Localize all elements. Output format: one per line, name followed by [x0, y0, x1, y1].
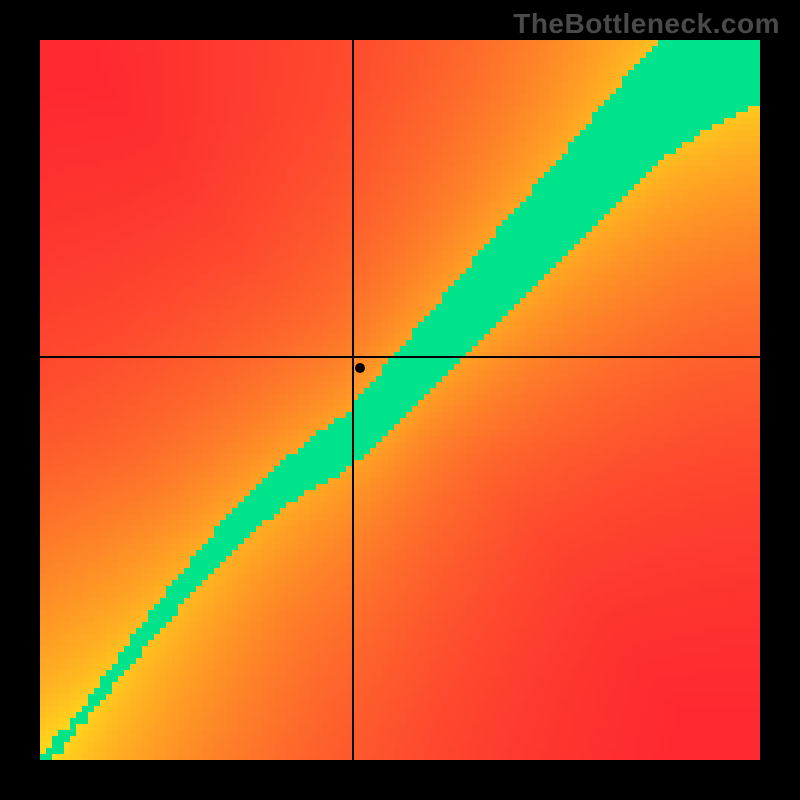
heatmap-canvas — [40, 40, 760, 760]
plot-area — [40, 40, 760, 760]
crosshair-vertical — [352, 40, 354, 760]
chart-frame: TheBottleneck.com — [0, 0, 800, 800]
crosshair-horizontal — [40, 356, 760, 358]
watermark-label: TheBottleneck.com — [513, 8, 780, 40]
selected-point-marker — [355, 363, 365, 373]
